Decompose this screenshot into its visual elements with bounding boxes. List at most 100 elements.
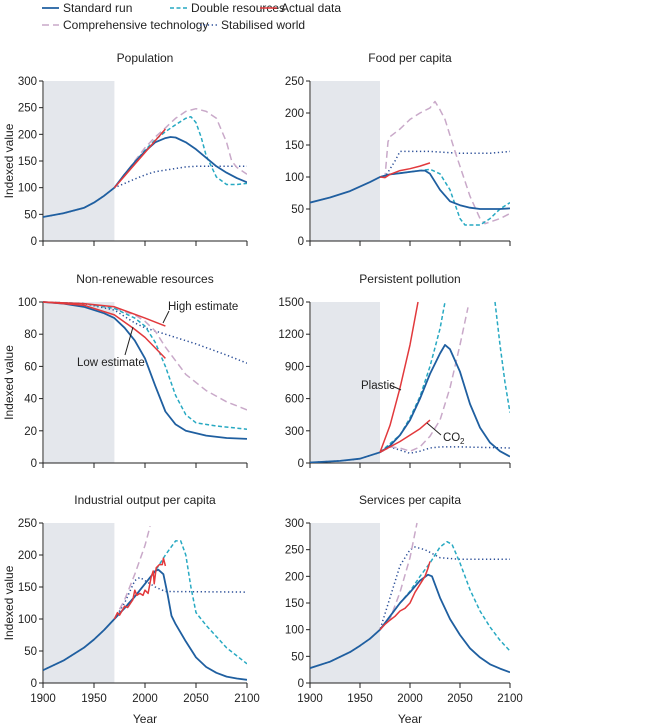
legend-item-standard: Standard run (42, 1, 132, 15)
annotation-leader (426, 422, 442, 436)
y-tick-label: 0 (298, 458, 304, 470)
y-tick-label: 1200 (278, 329, 304, 341)
y-tick-label: 80 (24, 329, 37, 341)
panel-title: Food per capita (368, 51, 452, 65)
y-tick-label: 250 (285, 76, 304, 88)
series-line-double (494, 301, 510, 413)
panel-non-renewable-resources: Non-renewable resources 0 20 40 60 80 100 Index… (2, 272, 248, 470)
series-line-standard (43, 301, 247, 440)
y-tick-label: 0 (31, 678, 37, 690)
y-tick-label: 300 (285, 426, 304, 438)
x-tick-label: 2050 (183, 693, 209, 705)
historical-shaded-region (311, 302, 380, 463)
series-line-actual (113, 557, 167, 620)
panel-title: Population (117, 51, 174, 65)
y-axis-label: Indexed value (2, 123, 16, 198)
series-line-standard (310, 344, 510, 463)
y-tick-label: 150 (18, 156, 37, 168)
series-line-actual-low-estimate (43, 301, 166, 359)
series-line-comprehensive (113, 526, 151, 620)
y-tick-label: 250 (18, 103, 37, 115)
y-tick-label: 200 (285, 108, 304, 120)
series-line-double (113, 115, 247, 189)
y-tick-label: 250 (285, 545, 304, 557)
legend-label: Standard run (63, 1, 132, 15)
panel-title: Services per capita (359, 493, 461, 507)
series-line-actual-plastic (379, 301, 419, 453)
series-line-comprehensive (114, 307, 247, 411)
x-tick-label: 1950 (347, 693, 373, 705)
x-tick-label: 2100 (234, 693, 260, 705)
annotation-low-estimate: Low estimate (77, 357, 145, 369)
y-tick-label: 100 (18, 614, 37, 626)
historical-shaded-region (44, 523, 115, 683)
y-tick-label: 200 (18, 129, 37, 141)
y-tick-label: 50 (24, 209, 37, 221)
series-line-comprehensive (113, 107, 247, 189)
panel-population: Population 0 50 100 150 200 250 300 Indexed valu… (2, 51, 248, 248)
y-tick-label: 150 (18, 582, 37, 594)
annotation-plastic: Plastic (361, 380, 395, 392)
historical-shaded-region (311, 523, 380, 683)
legend-item-stabilised: Stabilised world (200, 18, 305, 32)
x-axis-label: Year (133, 712, 157, 725)
y-tick-label: 100 (18, 297, 37, 309)
series-line-actual (113, 128, 166, 189)
series-group (43, 107, 247, 218)
historical-shaded-region (311, 81, 380, 241)
y-tick-label: 200 (18, 550, 37, 562)
y-tick-label: 900 (285, 361, 304, 373)
series-line-comprehensive (379, 307, 469, 453)
annotation-co2: CO (443, 432, 460, 444)
series-line-comprehensive (379, 522, 418, 631)
y-tick-label: 40 (24, 394, 37, 406)
series-line-stabilised (43, 576, 247, 671)
series-group (310, 100, 510, 226)
y-tick-label: 0 (31, 236, 37, 248)
legend-item-double: Double resources (170, 1, 285, 15)
y-tick-label: 100 (18, 183, 37, 195)
y-tick-label: 20 (24, 426, 37, 438)
y-tick-label: 0 (31, 458, 37, 470)
series-line-actual (379, 162, 431, 179)
series-line-actual (379, 561, 431, 631)
legend-item-actual: Actual data (260, 1, 341, 15)
y-tick-label: 50 (291, 651, 304, 663)
series-line-double (379, 168, 510, 226)
panel-services-per-capita: Services per capita 0 50 100 150 200 250 300 190… (285, 493, 523, 725)
y-tick-label: 50 (291, 204, 304, 216)
annotation-leader (389, 384, 402, 391)
y-tick-label: 150 (285, 140, 304, 152)
panel-persistent-pollution: Persistent pollution 0 300 600 900 1200 1500 Pl… (278, 272, 511, 470)
y-tick-label: 50 (24, 646, 37, 658)
panel-title: Persistent pollution (359, 272, 460, 286)
x-tick-label: 2100 (497, 693, 523, 705)
x-axis-label: Year (398, 712, 422, 725)
series-line-double (43, 301, 247, 430)
y-tick-label: 60 (24, 361, 37, 373)
series-line-actual-high-estimate (43, 301, 166, 327)
panel-industrial-output-per-capita: Industrial output per capita 0 50 100 150 200… (2, 493, 260, 725)
x-tick-label: 2050 (447, 693, 473, 705)
series-line-actual-co2 (379, 419, 431, 453)
y-tick-label: 250 (18, 518, 37, 530)
x-tick-label: 2000 (132, 693, 158, 705)
series-line-stabilised (43, 301, 247, 364)
annotation-leader (124, 326, 134, 356)
y-tick-label: 0 (298, 236, 304, 248)
series-line-double (113, 540, 247, 665)
series-line-double (379, 540, 510, 652)
series-line-standard (43, 568, 247, 681)
y-tick-label: 1500 (278, 297, 304, 309)
panel-food-per-capita: Food per capita 0 50 100 150 200 250 (285, 51, 511, 248)
legend-item-comprehensive: Comprehensive technology (42, 18, 208, 32)
series-line-stabilised (380, 150, 510, 178)
series-group (43, 526, 247, 681)
historical-shaded-region (44, 81, 115, 241)
y-tick-label: 150 (285, 598, 304, 610)
legend-label: Actual data (281, 1, 341, 15)
legend-label: Double resources (191, 1, 285, 15)
legend-label: Comprehensive technology (63, 18, 208, 32)
